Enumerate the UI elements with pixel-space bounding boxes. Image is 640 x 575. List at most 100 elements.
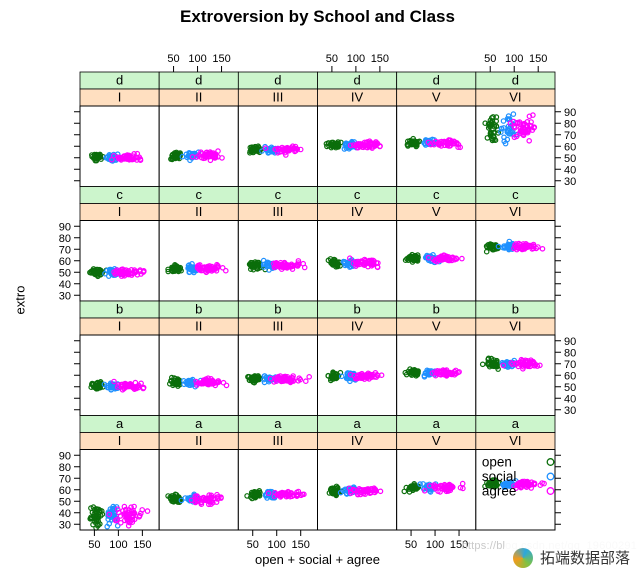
panel-b-IV: b IV <box>317 300 398 416</box>
panel-background <box>159 449 239 530</box>
panel-c-VI: c VI <box>475 186 556 302</box>
class-strip-label: I <box>118 90 122 105</box>
panel-c-III: c III <box>237 186 318 302</box>
school-strip-label: a <box>353 416 361 431</box>
school-strip-label: c <box>275 187 282 202</box>
series-open-points <box>87 504 106 531</box>
y-tick-label: 40 <box>59 279 71 291</box>
class-strip-label: V <box>432 204 441 219</box>
series-open-points <box>479 355 501 372</box>
y-tick-label: 90 <box>564 336 576 348</box>
legend-label-open: open <box>482 455 512 470</box>
x-tick-label-top: 150 <box>212 53 230 65</box>
series-agree-points <box>507 112 538 144</box>
series-agree-points <box>109 150 144 164</box>
watermark-logo-icon <box>512 547 533 568</box>
panel-a-V: aV <box>396 415 477 531</box>
x-tick-label-top: 100 <box>347 53 365 65</box>
x-tick-label-bottom: 150 <box>133 539 151 551</box>
panel-background <box>475 220 555 301</box>
panel-background <box>80 220 160 301</box>
class-strip-label: IV <box>351 90 364 105</box>
panel-d-II: d II <box>158 71 239 187</box>
y-tick-label: 40 <box>59 508 71 520</box>
series-open-points <box>483 241 501 255</box>
series-agree-points <box>425 252 465 265</box>
school-strip-label: c <box>354 187 361 202</box>
y-tick-label: 70 <box>59 473 71 485</box>
class-strip-label: V <box>432 319 441 334</box>
panel-b-V: bV <box>396 300 477 416</box>
panel-background <box>80 106 160 187</box>
school-strip-label: a <box>116 416 124 431</box>
school-strip-label: b <box>195 302 202 317</box>
y-tick-label: 30 <box>564 176 576 188</box>
series-agree-points <box>270 258 308 272</box>
x-tick-label-top: 100 <box>505 53 523 65</box>
series-open-points <box>88 378 106 392</box>
series-agree-points <box>425 137 464 151</box>
class-strip-label: IV <box>351 319 364 334</box>
series-agree-points <box>421 480 466 495</box>
y-tick-label: 50 <box>564 153 576 165</box>
school-strip-label: b <box>433 302 440 317</box>
class-strip-label: I <box>118 204 122 219</box>
y-tick-label: 80 <box>59 462 71 474</box>
series-open-points <box>245 373 264 386</box>
series-agree-points <box>511 240 546 253</box>
panel-c-I: cI <box>79 186 160 302</box>
x-tick-label-top: 150 <box>529 53 547 65</box>
series-agree-points <box>262 143 304 158</box>
y-tick-label: 90 <box>59 221 71 233</box>
panel-a-I: aI <box>79 415 160 531</box>
x-tick-label-top: 50 <box>484 53 496 65</box>
panel-a-II: a II <box>158 415 239 531</box>
class-strip-label: IV <box>351 204 364 219</box>
y-tick-label: 30 <box>564 405 576 417</box>
class-strip-label: V <box>432 90 441 105</box>
y-tick-label: 60 <box>59 256 71 268</box>
school-strip-label: d <box>274 73 281 88</box>
panel-d-III: d III <box>237 71 318 187</box>
series-agree-points <box>429 367 462 379</box>
school-strip-label: d <box>195 73 202 88</box>
series-open-points <box>323 139 344 151</box>
x-tick-label-bottom: 100 <box>109 539 127 551</box>
panel-background <box>238 449 318 530</box>
watermark-badge: 拓端数据部落 <box>503 541 640 575</box>
legend-label-agree: agree <box>482 484 517 499</box>
panel-c-II: c II <box>158 186 239 302</box>
class-strip-label: VI <box>509 433 521 448</box>
series-agree-points <box>106 503 151 529</box>
class-strip-label: II <box>195 90 202 105</box>
panel-d-V: dV <box>396 71 477 187</box>
y-tick-label: 90 <box>59 450 71 462</box>
panel-d-I: dI <box>79 71 160 187</box>
school-strip-label: d <box>353 73 360 88</box>
class-strip-label: II <box>195 433 202 448</box>
class-strip-label: III <box>272 204 283 219</box>
series-agree-points <box>111 378 147 393</box>
series-open-points <box>404 135 423 150</box>
school-strip-label: c <box>512 187 519 202</box>
class-strip-label: II <box>195 204 202 219</box>
series-open-points <box>165 261 184 275</box>
series-agree-points <box>111 266 147 279</box>
series-open-points <box>402 251 421 265</box>
school-strip-label: d <box>116 73 123 88</box>
school-strip-label: d <box>433 73 440 88</box>
series-agree-points <box>500 356 543 372</box>
series-open-points <box>401 480 422 495</box>
school-strip-label: c <box>196 187 203 202</box>
panel-b-II: b II <box>158 300 239 416</box>
legend-key-open <box>546 458 555 466</box>
series-open-points <box>167 374 183 389</box>
x-tick-label-bottom: 100 <box>268 539 286 551</box>
y-tick-label: 60 <box>59 485 71 497</box>
series-agree-points <box>193 375 230 389</box>
chart-title: Extroversion by School and Class <box>180 7 455 26</box>
class-strip-label: III <box>272 433 283 448</box>
series-agree-points <box>189 148 225 164</box>
school-strip-label: a <box>195 416 203 431</box>
